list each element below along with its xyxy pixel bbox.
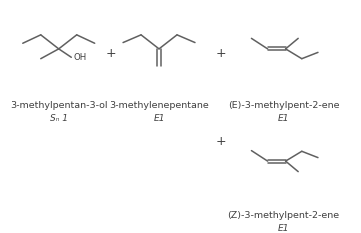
Text: (Z)-3-methylpent-2-ene: (Z)-3-methylpent-2-ene xyxy=(227,211,340,220)
Text: Sₙ 1: Sₙ 1 xyxy=(50,114,68,123)
Text: +: + xyxy=(216,135,227,148)
Text: +: + xyxy=(105,47,116,60)
Text: 3-methylpentan-3-ol: 3-methylpentan-3-ol xyxy=(10,101,108,110)
Text: E1: E1 xyxy=(153,114,165,123)
Text: E1: E1 xyxy=(278,224,289,233)
Text: OH: OH xyxy=(73,53,86,62)
Text: (E)-3-methylpent-2-ene: (E)-3-methylpent-2-ene xyxy=(228,101,339,110)
Text: +: + xyxy=(216,47,227,60)
Text: E1: E1 xyxy=(278,114,289,123)
Text: 3-methylenepentane: 3-methylenepentane xyxy=(109,101,209,110)
